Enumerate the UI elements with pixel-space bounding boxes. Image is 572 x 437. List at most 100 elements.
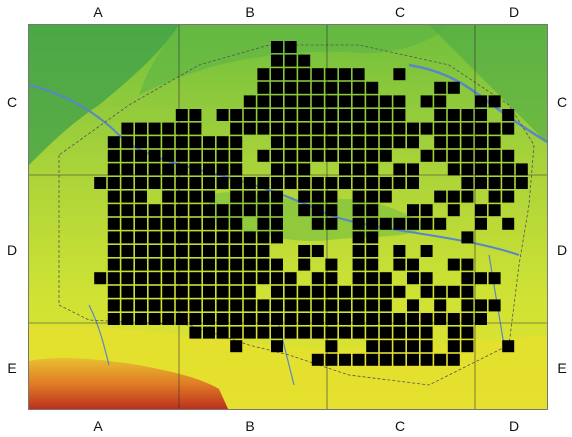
occupied-cell [284,149,297,162]
occupied-cell [475,217,487,230]
occupied-cell [298,204,311,217]
occupied-cell [339,68,351,81]
lowland-area-northwest [29,25,179,165]
occupied-cell [461,122,474,135]
occupied-cell [379,353,392,366]
occupied-cell [366,353,379,366]
occupied-cell [407,217,419,230]
occupied-cell [243,313,256,325]
occupied-cell [230,313,243,325]
occupied-cell [298,149,311,162]
occupied-cell [352,313,365,325]
occupied-cell [366,258,379,271]
occupied-cell [189,149,202,162]
occupied-cell [203,217,215,230]
occupied-cell [107,163,120,176]
occupied-cell [311,326,324,339]
occupied-cell [135,285,147,298]
occupied-cell [461,149,474,162]
occupied-cell [461,299,474,312]
occupied-cell [298,81,311,94]
occupied-cell [148,231,161,244]
occupied-cell [230,109,243,121]
occupied-cell [175,122,188,135]
occupied-cell [352,149,365,162]
occupied-cell [420,340,433,353]
occupied-cell [189,122,202,135]
column-label-top-d: D [508,4,520,20]
occupied-cell [230,163,243,176]
occupied-cell [271,163,283,176]
occupied-cell [94,272,107,285]
occupied-cell [107,285,120,298]
occupied-cell [407,122,419,135]
occupied-cell [407,299,419,312]
occupied-cell [393,245,406,257]
occupied-cell [407,163,419,176]
occupied-cell [271,95,283,108]
occupied-cell [379,313,392,325]
occupied-cell [135,204,147,217]
occupied-cell [407,313,419,325]
occupied-cell [420,217,433,230]
occupied-cell [407,326,419,339]
occupied-cell [434,95,447,108]
occupied-cell [352,177,365,189]
occupied-cell [257,313,270,325]
occupied-cell [352,326,365,339]
occupied-cell [203,204,215,217]
occupied-cell [366,163,379,176]
occupied-cell [175,190,188,203]
occupied-cell [121,177,134,189]
occupied-cell [352,217,365,230]
occupied-cell [325,68,338,81]
occupied-cell [407,136,419,149]
occupied-cell [189,204,202,217]
occupied-cell [352,353,365,366]
occupied-cell [311,149,324,162]
occupied-cell [420,272,433,285]
occupied-cell [311,245,324,257]
occupied-cell [189,163,202,176]
occupied-cell [420,122,433,135]
occupied-cell [475,122,487,135]
occupied-cell [488,136,501,149]
region-boundary [58,44,535,386]
occupied-cell [434,190,447,203]
occupied-cell [447,326,460,339]
occupied-cell [352,163,365,176]
occupied-cell [311,81,324,94]
occupied-cell [352,299,365,312]
occupied-cell [393,68,406,81]
occupied-cell [162,258,175,271]
occupied-cell [325,353,338,366]
occupied-cell [298,54,311,67]
occupied-cell [203,231,215,244]
occupied-cell [271,177,283,189]
river-northeast [408,63,547,144]
occupied-cell [230,231,243,244]
occupied-cell [257,258,270,271]
occupied-cell [284,163,297,176]
occupied-cell [407,353,419,366]
occupied-cell [352,272,365,285]
occupied-cell [107,149,120,162]
occupied-cell [366,109,379,121]
occupied-cell [339,136,351,149]
occupied-cell [284,299,297,312]
occupied-cell [366,340,379,353]
occupied-cell [243,204,256,217]
occupied-cell [461,258,474,271]
occupied-cell [148,272,161,285]
occupied-cell [243,109,256,121]
occupied-cell [175,204,188,217]
occupied-cell [420,149,433,162]
occupied-cell [407,204,419,217]
occupied-cell [339,163,351,176]
occupied-cell [325,326,338,339]
occupied-cell [162,149,175,162]
occupied-cell [393,340,406,353]
occupied-cell [311,122,324,135]
occupied-cell [420,326,433,339]
occupied-cell [407,177,419,189]
